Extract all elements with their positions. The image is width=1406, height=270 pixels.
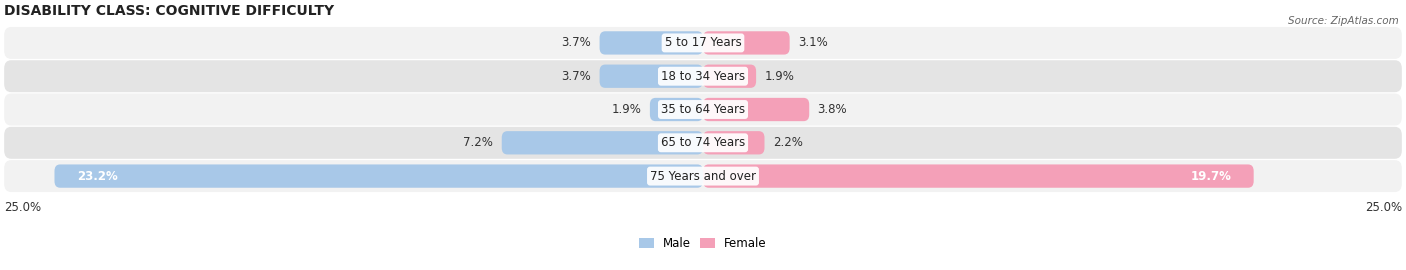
FancyBboxPatch shape (4, 27, 1402, 59)
Text: 7.2%: 7.2% (464, 136, 494, 149)
Text: 3.1%: 3.1% (799, 36, 828, 49)
FancyBboxPatch shape (599, 65, 703, 88)
Text: 25.0%: 25.0% (1365, 201, 1402, 214)
Text: 23.2%: 23.2% (77, 170, 118, 183)
Text: DISABILITY CLASS: COGNITIVE DIFFICULTY: DISABILITY CLASS: COGNITIVE DIFFICULTY (4, 4, 335, 18)
FancyBboxPatch shape (599, 31, 703, 55)
Text: 5 to 17 Years: 5 to 17 Years (665, 36, 741, 49)
FancyBboxPatch shape (703, 31, 790, 55)
Text: 1.9%: 1.9% (612, 103, 641, 116)
FancyBboxPatch shape (4, 160, 1402, 192)
Text: 2.2%: 2.2% (773, 136, 803, 149)
FancyBboxPatch shape (4, 93, 1402, 126)
FancyBboxPatch shape (4, 60, 1402, 92)
Text: 75 Years and over: 75 Years and over (650, 170, 756, 183)
Legend: Male, Female: Male, Female (640, 237, 766, 250)
Text: 1.9%: 1.9% (765, 70, 794, 83)
FancyBboxPatch shape (650, 98, 703, 121)
Text: 65 to 74 Years: 65 to 74 Years (661, 136, 745, 149)
FancyBboxPatch shape (703, 98, 810, 121)
Text: 3.7%: 3.7% (561, 36, 591, 49)
FancyBboxPatch shape (502, 131, 703, 154)
Text: 3.7%: 3.7% (561, 70, 591, 83)
Text: Source: ZipAtlas.com: Source: ZipAtlas.com (1288, 16, 1399, 26)
Text: 3.8%: 3.8% (818, 103, 848, 116)
Text: 25.0%: 25.0% (4, 201, 41, 214)
FancyBboxPatch shape (703, 164, 1254, 188)
FancyBboxPatch shape (4, 127, 1402, 159)
Text: 18 to 34 Years: 18 to 34 Years (661, 70, 745, 83)
FancyBboxPatch shape (55, 164, 703, 188)
FancyBboxPatch shape (703, 131, 765, 154)
Text: 35 to 64 Years: 35 to 64 Years (661, 103, 745, 116)
FancyBboxPatch shape (703, 65, 756, 88)
Text: 19.7%: 19.7% (1191, 170, 1232, 183)
